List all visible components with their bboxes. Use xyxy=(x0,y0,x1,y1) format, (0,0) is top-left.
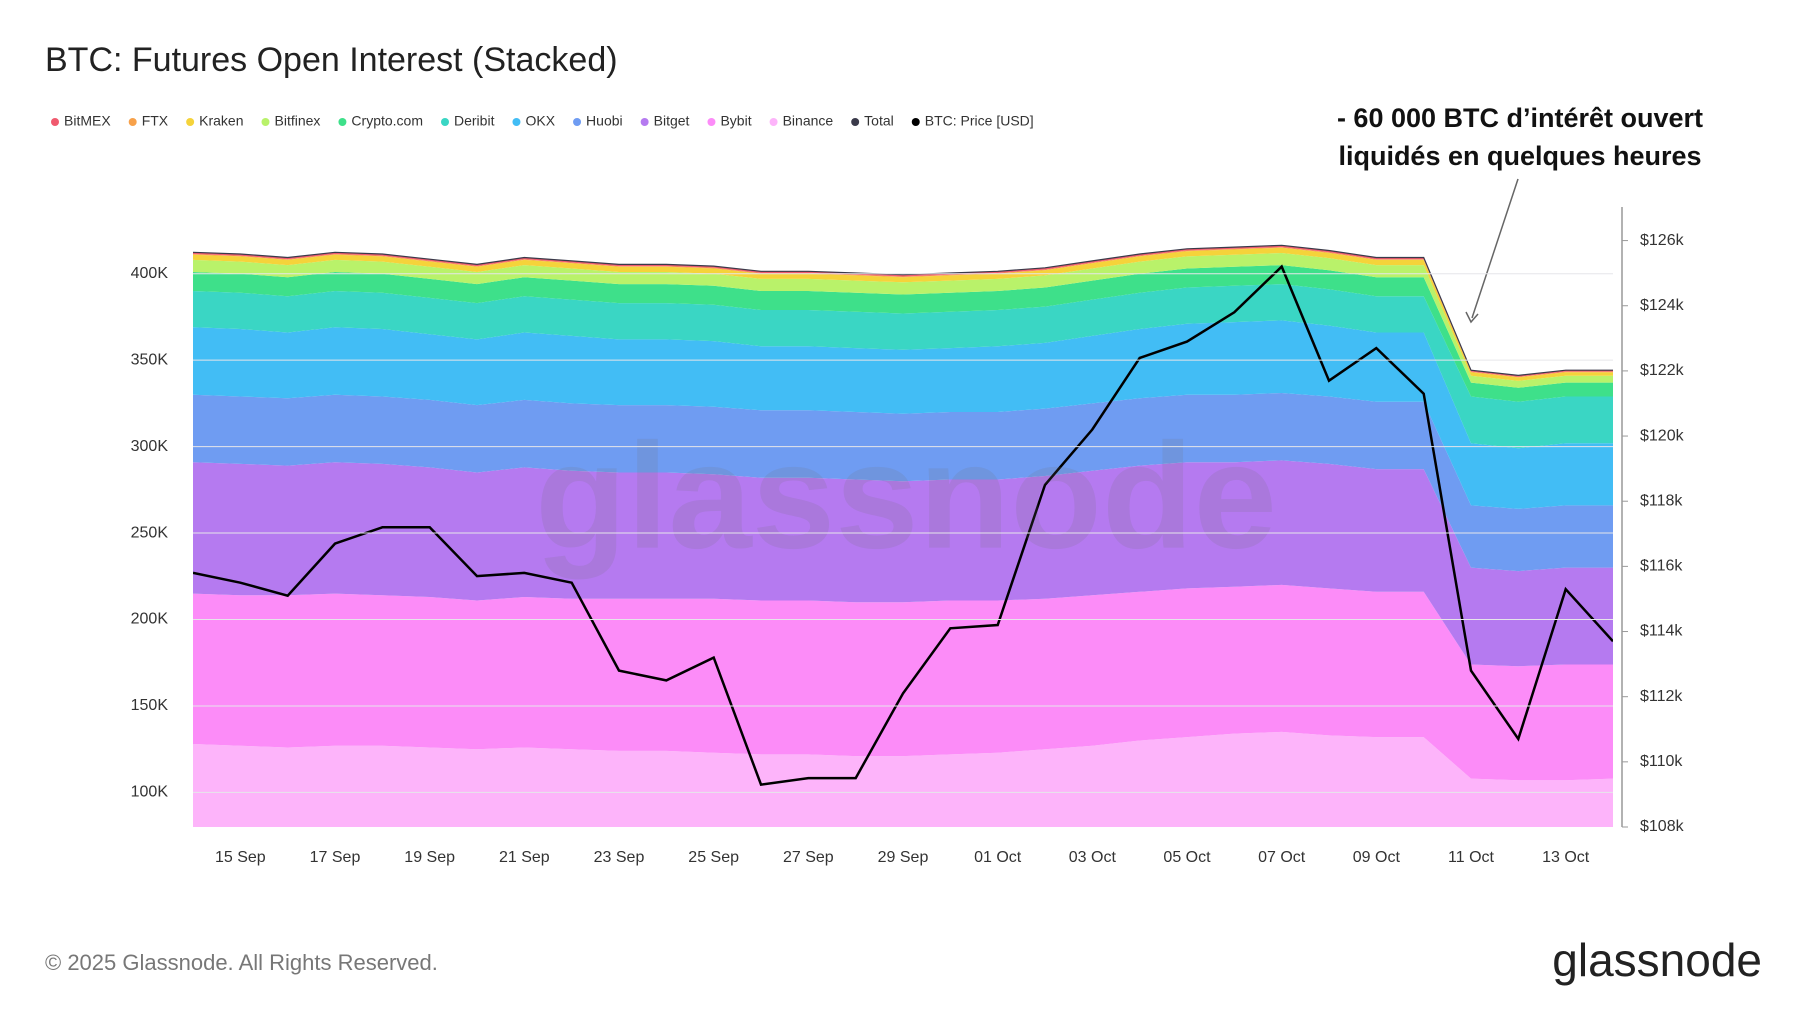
legend-label: Bybit xyxy=(720,113,751,129)
y-tick-label: 250K xyxy=(131,524,169,541)
price-line xyxy=(193,264,1613,786)
y-tick-label: 200K xyxy=(131,611,169,628)
legend-label: Huobi xyxy=(586,113,623,129)
y-tick-label: 100K xyxy=(131,784,169,801)
x-tick-label: 09 Oct xyxy=(1353,849,1401,866)
y-tick-label: 400K xyxy=(131,265,169,282)
y-tick-label: 300K xyxy=(131,438,169,455)
legend-marker xyxy=(911,118,920,126)
y2-tick-label: $110k xyxy=(1640,753,1683,770)
legend-marker xyxy=(186,118,195,126)
x-tick-label: 25 Sep xyxy=(688,849,739,866)
y2-tick-label: $124k xyxy=(1640,297,1685,314)
legend-marker xyxy=(338,118,347,126)
stacked-area xyxy=(193,265,1613,402)
legend-marker xyxy=(441,118,449,126)
logo: glassnode xyxy=(1552,934,1762,986)
legend-label: OKX xyxy=(525,113,555,129)
watermark: glassnode xyxy=(535,412,1277,580)
x-tick-label: 17 Sep xyxy=(310,849,361,866)
legend-label: BitMEX xyxy=(64,113,111,129)
x-tick-label: 27 Sep xyxy=(783,849,834,866)
total-line xyxy=(193,244,1613,377)
x-tick-label: 01 Oct xyxy=(974,849,1022,866)
annotation: liquidés en quelques heures xyxy=(1338,141,1701,171)
legend-marker xyxy=(851,118,860,126)
legend-marker xyxy=(512,118,521,126)
y2-tick-label: $122k xyxy=(1640,362,1685,379)
stacked-area xyxy=(193,284,1613,449)
annotation-arrowhead xyxy=(1465,311,1479,324)
y2-tick-label: $114k xyxy=(1640,623,1683,640)
legend-label: Bitget xyxy=(654,113,690,129)
chart-title: BTC: Futures Open Interest (Stacked) xyxy=(45,41,618,79)
legend-label: BTC: Price [USD] xyxy=(925,113,1034,129)
legend-marker xyxy=(640,118,649,126)
legend-label: Deribit xyxy=(454,113,495,129)
x-tick-label: 21 Sep xyxy=(499,849,550,866)
legend-label: Total xyxy=(864,113,894,129)
stacked-area xyxy=(193,320,1613,509)
x-tick-label: 15 Sep xyxy=(215,849,266,866)
legend-marker xyxy=(573,118,582,126)
x-tick-label: 05 Oct xyxy=(1163,849,1211,866)
stacked-area xyxy=(193,393,1613,572)
x-tick-label: 07 Oct xyxy=(1258,849,1306,866)
stacked-area xyxy=(193,584,1613,781)
y2-tick-label: $120k xyxy=(1640,427,1685,444)
annotation: - 60 000 BTC d’intérêt ouvert xyxy=(1337,103,1703,133)
legend-marker xyxy=(261,118,270,126)
y2-tick-label: $112k xyxy=(1640,688,1683,705)
legend-marker xyxy=(769,118,778,126)
legend-label: Crypto.com xyxy=(351,113,423,129)
legend-label: FTX xyxy=(142,113,169,129)
legend-marker xyxy=(707,118,716,126)
stacked-area xyxy=(193,731,1613,827)
legend-label: Bitfinex xyxy=(275,113,321,129)
x-tick-label: 13 Oct xyxy=(1542,849,1590,866)
y2-tick-label: $108k xyxy=(1640,818,1685,835)
x-tick-label: 11 Oct xyxy=(1448,849,1495,866)
x-tick-label: 23 Sep xyxy=(594,849,645,866)
x-tick-label: 29 Sep xyxy=(878,849,929,866)
y-tick-label: 350K xyxy=(131,351,169,368)
stacked-area xyxy=(193,253,1613,388)
legend-marker xyxy=(128,118,137,126)
legend-marker xyxy=(51,118,59,126)
legend-label: Binance xyxy=(783,113,834,129)
y-tick-label: 150K xyxy=(131,697,169,714)
x-tick-label: 03 Oct xyxy=(1069,849,1117,866)
y2-tick-label: $126k xyxy=(1640,232,1685,249)
y2-tick-label: $116k xyxy=(1640,558,1683,575)
annotation-arrow xyxy=(1471,178,1519,319)
x-tick-label: 19 Sep xyxy=(404,849,455,866)
stacked-area xyxy=(193,460,1613,667)
footer: © 2025 Glassnode. All Rights Reserved. xyxy=(45,950,438,975)
y2-tick-label: $118k xyxy=(1640,492,1683,509)
legend-label: Kraken xyxy=(199,113,243,129)
plot-area xyxy=(193,244,1613,827)
